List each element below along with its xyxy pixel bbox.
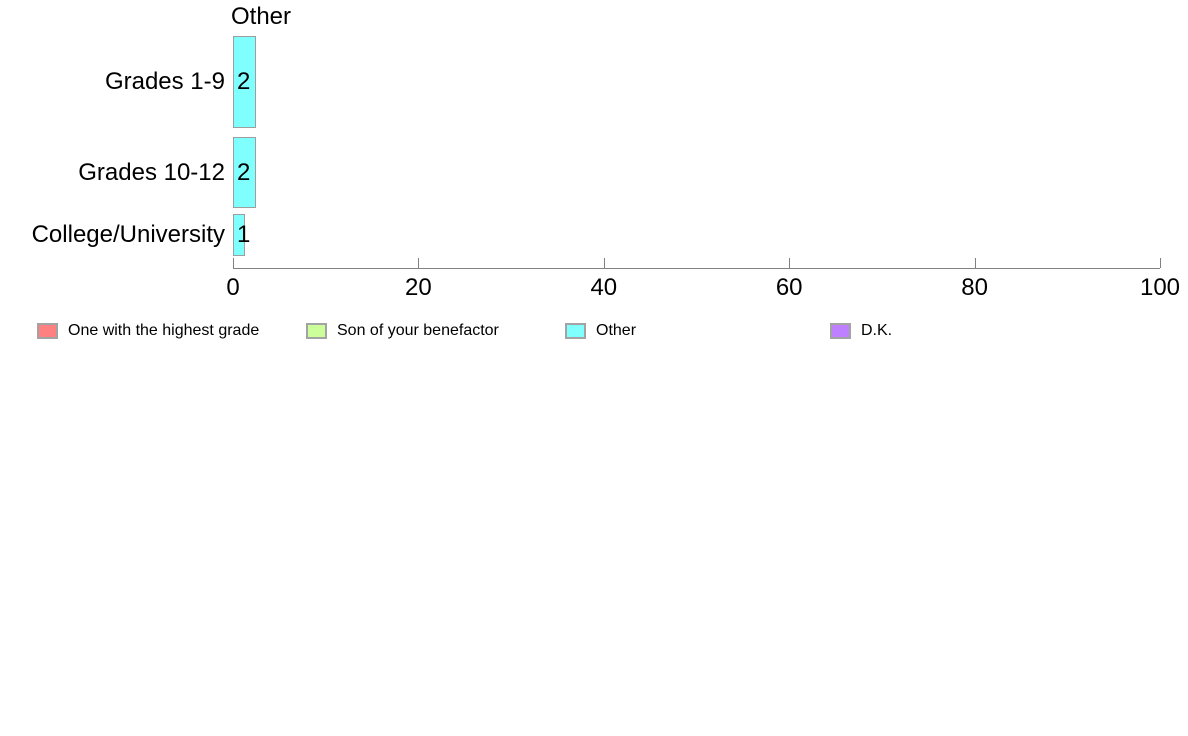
x-axis-tick-label: 60 — [775, 274, 803, 301]
legend-label: One with the highest grade — [68, 322, 260, 339]
x-axis-tick-label: 40 — [590, 274, 618, 301]
x-axis-tick — [233, 258, 234, 268]
legend-label: D.K. — [861, 322, 893, 339]
x-axis-tick — [603, 258, 605, 268]
legend-label: Son of your benefactor — [337, 322, 499, 339]
bar — [233, 214, 245, 256]
legend-swatch — [37, 323, 58, 339]
chart-title: Other — [231, 3, 292, 30]
bar-value-label: 1 — [237, 221, 251, 248]
x-axis-tick — [1160, 258, 1161, 268]
x-axis-tick — [789, 258, 791, 268]
x-axis-tick — [974, 258, 976, 268]
legend-swatch — [306, 323, 327, 339]
legend-swatch — [830, 323, 851, 339]
x-axis-tick — [418, 258, 420, 268]
bar — [233, 36, 256, 128]
bar-value-label: 2 — [237, 68, 251, 95]
legend-swatch — [565, 323, 586, 339]
category-label: Grades 1-9 — [104, 68, 225, 95]
x-axis-tick-label: 80 — [961, 274, 988, 301]
category-label: College/University — [31, 221, 225, 248]
legend-label: Other — [596, 322, 637, 339]
category-label: Grades 10-12 — [78, 158, 225, 186]
bar — [233, 137, 256, 208]
x-axis-line — [233, 268, 1160, 269]
x-axis-tick-label: 0 — [226, 274, 240, 301]
bar-value-label: 2 — [237, 158, 251, 186]
x-axis-tick-label: 20 — [405, 274, 432, 301]
x-axis-tick-label: 100 — [1139, 274, 1181, 301]
